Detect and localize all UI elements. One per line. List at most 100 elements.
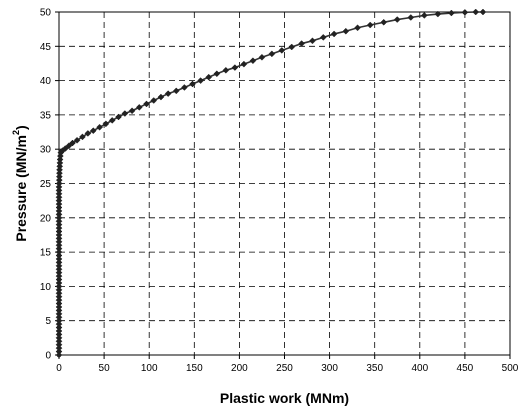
- data-point: [102, 120, 110, 128]
- data-point: [189, 80, 196, 88]
- data-point: [197, 77, 204, 84]
- data-point: [55, 235, 63, 242]
- data-point: [55, 320, 63, 328]
- data-point: [342, 27, 350, 35]
- data-point: [366, 21, 374, 29]
- data-markers: [55, 8, 487, 359]
- y-axis-title-superscript: 2: [11, 130, 21, 135]
- data-point: [55, 344, 63, 352]
- x-tick-label: 150: [186, 363, 203, 374]
- data-point: [55, 327, 63, 335]
- data-point: [55, 272, 63, 280]
- data-point: [55, 238, 63, 246]
- data-point: [96, 123, 103, 131]
- data-point: [380, 18, 388, 26]
- data-point: [55, 331, 63, 338]
- data-point: [181, 84, 188, 91]
- data-point: [55, 193, 63, 201]
- data-point: [55, 221, 63, 229]
- data-point: [448, 9, 455, 17]
- y-axis-title-main: Pressure (MN/m: [13, 135, 29, 242]
- data-point: [55, 231, 63, 239]
- data-point: [354, 24, 361, 32]
- data-point: [420, 12, 428, 19]
- data-point: [231, 64, 239, 71]
- data-point: [249, 57, 257, 65]
- data-point: [157, 93, 165, 101]
- data-point: [73, 136, 81, 144]
- data-point: [55, 341, 63, 349]
- data-point: [479, 8, 487, 16]
- data-point: [55, 289, 63, 297]
- data-point: [268, 50, 276, 58]
- data-point: [278, 47, 286, 54]
- data-point: [69, 139, 76, 147]
- data-point: [89, 127, 97, 135]
- data-point: [128, 107, 136, 115]
- y-tick-label: 15: [40, 248, 52, 259]
- data-point: [55, 211, 63, 218]
- data-point: [55, 255, 63, 263]
- x-tick-label: 500: [502, 363, 519, 374]
- data-point: [309, 37, 316, 45]
- data-point: [55, 351, 63, 359]
- data-point: [55, 310, 63, 318]
- data-point: [330, 30, 338, 38]
- x-tick-label: 450: [457, 363, 474, 374]
- data-point: [55, 276, 63, 283]
- data-point: [319, 34, 327, 41]
- data-point: [258, 53, 266, 61]
- data-point: [55, 300, 63, 307]
- data-point: [407, 14, 415, 21]
- data-point: [55, 252, 63, 259]
- x-tick-label: 50: [99, 363, 111, 374]
- y-tick-label: 45: [40, 42, 52, 53]
- data-point: [115, 113, 122, 121]
- x-tick-label: 400: [411, 363, 428, 374]
- data-point: [84, 130, 92, 137]
- y-tick-label: 20: [40, 213, 52, 224]
- data-point: [55, 324, 63, 331]
- data-point: [55, 286, 63, 294]
- data-point: [222, 66, 230, 74]
- data-point: [55, 307, 63, 314]
- data-point: [55, 348, 63, 355]
- data-point: [150, 97, 158, 104]
- x-tick-label: 0: [56, 363, 62, 374]
- x-tick-label: 350: [366, 363, 383, 374]
- data-point: [135, 104, 143, 111]
- data-point: [55, 207, 63, 215]
- data-point: [461, 8, 469, 16]
- data-point: [434, 10, 442, 18]
- data-point: [55, 259, 63, 266]
- data-point: [55, 283, 63, 290]
- y-tick-label: 50: [40, 8, 52, 19]
- data-point: [79, 133, 86, 141]
- data-point: [55, 303, 63, 311]
- data-point: [55, 279, 63, 287]
- data-point: [55, 204, 63, 211]
- data-point: [108, 117, 116, 124]
- data-point: [55, 296, 63, 304]
- data-point: [213, 70, 221, 78]
- y-tick-label: 25: [40, 179, 52, 190]
- x-axis-title: Plastic work (MNm): [220, 390, 349, 406]
- y-tick-label: 40: [40, 76, 52, 87]
- data-point: [55, 334, 63, 342]
- data-point: [55, 217, 63, 225]
- data-point: [172, 87, 180, 95]
- data-point: [55, 200, 63, 208]
- y-tick-label: 30: [40, 145, 52, 156]
- y-axis-title-end: ): [13, 125, 29, 130]
- data-point: [55, 313, 63, 321]
- data-point: [55, 197, 63, 205]
- data-point: [205, 73, 213, 81]
- grid-lines: [59, 12, 510, 355]
- data-point: [298, 40, 305, 47]
- data-point: [472, 8, 480, 16]
- data-point: [143, 100, 150, 108]
- data-point: [55, 269, 63, 277]
- x-tick-label: 250: [276, 363, 293, 374]
- data-point: [164, 90, 172, 97]
